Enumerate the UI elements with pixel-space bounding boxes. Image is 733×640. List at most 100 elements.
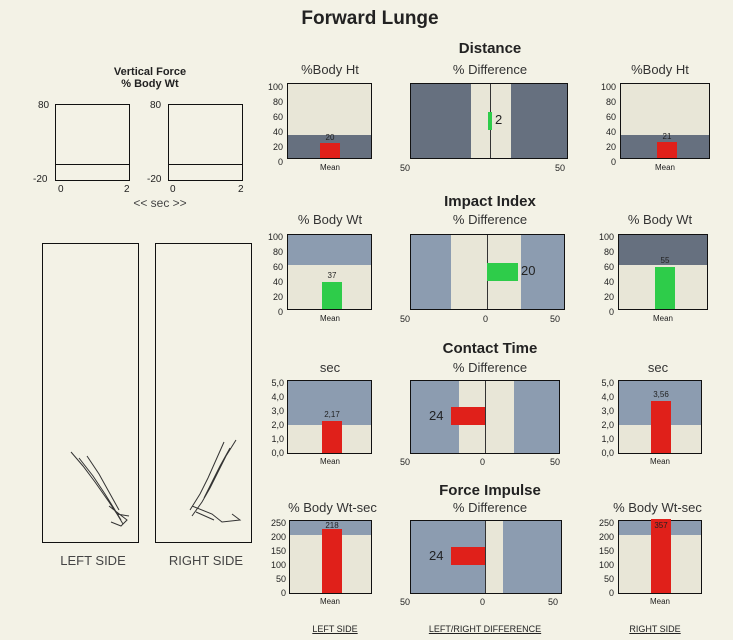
ytick: 40 [272,127,283,137]
distance-diff-bar [488,112,492,130]
vf-right-ytop: 80 [150,100,162,111]
ytick: 150 [598,546,614,556]
force-left-value: 218 [325,521,339,530]
impact-left-bar [322,282,342,309]
vf-right-xmin: 0 [170,184,176,195]
distance-left-value: 20 [325,133,335,142]
impact-diff-xleft: 50 [400,314,411,324]
ytick: 0 [277,157,283,167]
contact-diff-chart: 24 [410,380,560,454]
ytick: 0 [610,157,616,167]
impact-left-yticks: 100 80 60 40 20 0 [265,230,283,320]
force-diff-xmid: 0 [480,597,486,607]
ytick: 3,0 [601,406,614,416]
distance-diff-chart: 2 [410,83,568,159]
ytick: 20 [603,292,614,302]
force-left-bar [322,529,342,593]
distance-left-unit: %Body Ht [301,62,359,77]
impact-left-band [288,235,371,265]
ytick: 50 [275,574,286,584]
ytick: 80 [272,247,283,257]
vertical-force-title-line1: Vertical Force [113,66,187,78]
force-left-band [290,521,371,535]
force-left-mean: Mean [319,597,340,606]
ytick: 0 [280,588,286,598]
ytick: 250 [598,518,614,528]
ytick: 20 [272,292,283,302]
distance-left-yticks: 100 80 60 40 20 0 [265,80,283,170]
contact-right-bar [651,401,671,453]
contact-diff-label: % Difference [452,360,528,375]
vertical-force-title: Vertical Force % Body Wt [95,66,205,90]
contact-right-value: 3,56 [653,390,669,399]
impact-right-value: 55 [660,256,670,265]
ytick: 0,0 [271,448,284,458]
ytick: 100 [598,232,614,242]
ytick: 0 [277,307,283,317]
contact-right-yticks: 5,0 4,0 3,0 2,0 1,0 0,0 [594,376,614,460]
contact-left-yticks: 5,0 4,0 3,0 2,0 1,0 0,0 [264,376,284,460]
force-left-unit: % Body Wt-sec [288,500,377,515]
ytick: 5,0 [271,378,284,388]
force-right-bar [651,519,671,593]
contact-right-unit: sec [647,360,669,375]
ytick: 3,0 [271,406,284,416]
ytick: 1,0 [271,434,284,444]
section-title-impact-index: Impact Index [444,193,536,210]
contact-left-value: 2,17 [324,410,340,419]
ytick: 100 [600,82,616,92]
distance-diff-value: 2 [495,112,503,127]
impact-diff-label: % Difference [452,212,528,227]
force-diff-value: 24 [429,548,444,563]
ytick: 80 [603,247,614,257]
contact-right-chart: 3,56 [618,380,702,454]
distance-diff-xleft: 50 [400,163,411,173]
impact-diff-value: 20 [521,263,536,278]
page-title: Forward Lunge [301,8,439,29]
vf-left-xmax: 2 [124,184,130,195]
distance-diff-label: % Difference [452,62,528,77]
force-right-chart: 357 [618,519,702,594]
force-diff-chart: 24 [410,520,562,594]
contact-left-chart: 2,17 [287,380,372,454]
vf-right-baseline [169,164,242,165]
distance-right-bar [657,142,677,158]
ytick: 200 [598,532,614,542]
ytick: 40 [272,277,283,287]
ytick: 0 [608,588,614,598]
ytick: 250 [270,518,286,528]
ytick: 20 [272,142,283,152]
force-right-yticks: 250 200 150 100 50 0 [592,516,614,600]
distance-right-unit: %Body Ht [631,62,689,77]
impact-right-yticks: 100 80 60 40 20 0 [596,230,614,320]
ytick: 60 [272,262,283,272]
impact-diff-xright: 50 [550,314,561,324]
impact-left-value: 37 [327,271,337,280]
distance-left-chart: 20 [287,83,372,159]
section-title-contact-time: Contact Time [442,340,538,357]
ytick: 2,0 [601,420,614,430]
vf-right-plot [168,104,243,181]
ytick: 80 [605,97,616,107]
right-side-trace-panel [155,243,252,543]
impact-right-bar [655,267,675,309]
right-side-label: RIGHT SIDE [168,553,244,568]
left-trace-icon [70,451,130,527]
force-diff-zero [485,521,486,593]
force-diff-bar [451,547,485,565]
distance-right-chart: 21 [620,83,710,159]
ytick: 100 [598,560,614,570]
impact-left-unit: % Body Wt [297,212,363,227]
impact-left-mean: Mean [319,314,340,323]
force-left-yticks: 250 200 150 100 50 0 [264,516,286,600]
contact-diff-xleft: 50 [400,457,411,467]
ytick: 20 [605,142,616,152]
ytick: 4,0 [601,392,614,402]
impact-right-chart: 55 [618,234,708,310]
force-right-value: 357 [654,521,668,530]
ytick: 40 [603,277,614,287]
vf-left-baseline [56,164,129,165]
section-title-force-impulse: Force Impulse [439,482,541,499]
force-diff-center [485,521,503,593]
ytick: 5,0 [601,378,614,388]
